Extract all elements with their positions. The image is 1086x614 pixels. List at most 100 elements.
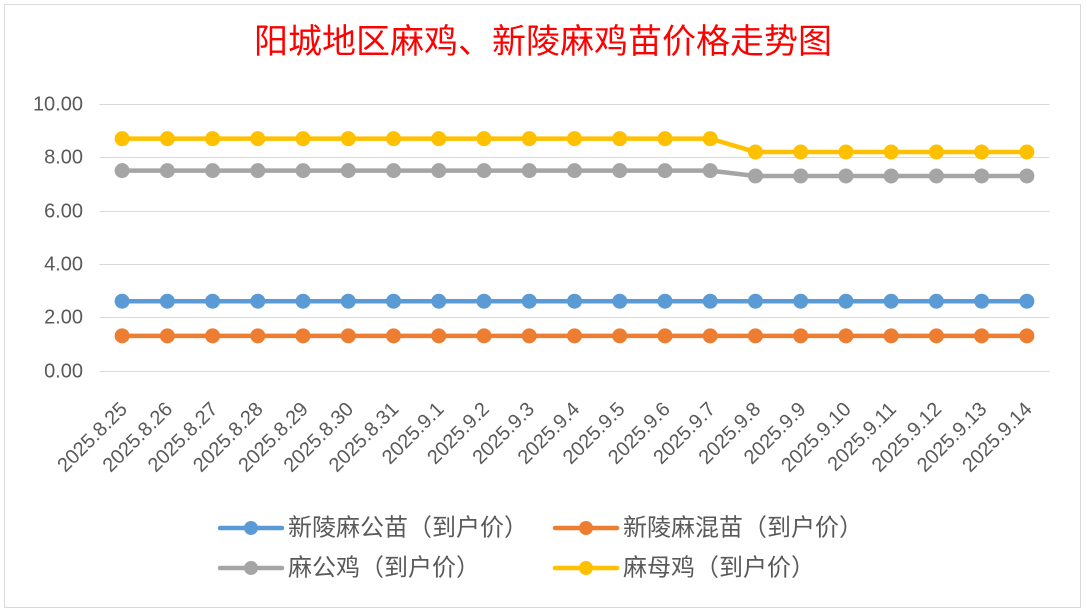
data-point: [340, 163, 356, 179]
data-point: [657, 328, 673, 344]
data-point: [702, 293, 718, 309]
data-point: [476, 131, 492, 147]
data-point: [295, 163, 311, 179]
data-point: [612, 131, 628, 147]
data-point: [883, 144, 899, 160]
data-point: [250, 163, 266, 179]
data-point: [205, 131, 221, 147]
chart-title: 阳城地区麻鸡、新陵麻鸡苗价格走势图: [254, 22, 832, 62]
series-0: [114, 293, 1035, 309]
data-point: [340, 328, 356, 344]
data-point: [386, 328, 402, 344]
data-point: [159, 163, 175, 179]
legend-item: 新陵麻混苗（到户价）: [552, 515, 863, 542]
data-point: [431, 163, 447, 179]
data-point: [476, 163, 492, 179]
data-point: [521, 328, 537, 344]
data-point: [386, 163, 402, 179]
data-point: [159, 293, 175, 309]
data-point: [702, 131, 718, 147]
y-tick-label: 8.00: [44, 147, 83, 169]
legend-label: 麻公鸡（到户价）: [288, 555, 480, 582]
legend-marker: [244, 521, 258, 535]
data-point: [567, 163, 582, 179]
data-point: [250, 328, 266, 344]
legend: 新陵麻公苗（到户价） 新陵麻混苗（到户价） 麻公鸡（到户价） 麻母鸡（到户价）: [217, 515, 863, 582]
data-point: [883, 293, 899, 309]
data-point: [431, 328, 447, 344]
data-point: [159, 131, 175, 147]
series-lines: [114, 131, 1035, 344]
data-point: [567, 293, 582, 309]
series-2: [114, 163, 1035, 184]
data-point: [205, 293, 221, 309]
data-point: [838, 293, 854, 309]
data-point: [793, 144, 809, 160]
legend-item: 新陵麻公苗（到户价）: [217, 515, 528, 542]
y-tick-label: 0.00: [44, 361, 83, 383]
data-point: [928, 144, 944, 160]
data-point: [476, 328, 492, 344]
data-point: [205, 163, 221, 179]
data-point: [295, 328, 311, 344]
data-point: [114, 328, 130, 344]
data-point: [295, 131, 311, 147]
data-point: [974, 168, 990, 184]
data-point: [747, 328, 763, 344]
y-tick-label: 2.00: [44, 307, 83, 329]
data-point: [567, 328, 582, 344]
data-point: [1019, 168, 1035, 184]
data-point: [567, 131, 582, 147]
data-point: [928, 168, 944, 184]
legend-label: 新陵麻混苗（到户价）: [623, 515, 863, 542]
data-point: [1019, 293, 1035, 309]
data-point: [702, 328, 718, 344]
data-point: [521, 131, 537, 147]
data-point: [793, 168, 809, 184]
data-point: [747, 168, 763, 184]
data-point: [793, 328, 809, 344]
data-point: [340, 131, 356, 147]
y-tick-label: 10.00: [33, 94, 83, 116]
legend-marker: [579, 561, 593, 575]
data-point: [612, 163, 628, 179]
data-point: [883, 328, 899, 344]
legend-label: 麻母鸡（到户价）: [623, 555, 815, 582]
data-point: [295, 293, 311, 309]
y-tick-label: 6.00: [44, 201, 83, 223]
data-point: [1019, 144, 1035, 160]
data-point: [386, 293, 402, 309]
data-point: [386, 131, 402, 147]
data-point: [159, 328, 175, 344]
data-point: [747, 293, 763, 309]
data-point: [883, 168, 899, 184]
data-point: [657, 163, 673, 179]
data-point: [114, 293, 130, 309]
y-axis-tick-labels: 0.00 2.00 4.00 6.00 8.00 10.00: [33, 94, 83, 383]
data-point: [250, 293, 266, 309]
data-point: [974, 328, 990, 344]
data-point: [702, 163, 718, 179]
legend-marker: [579, 521, 593, 535]
data-point: [657, 293, 673, 309]
data-point: [928, 293, 944, 309]
data-point: [431, 131, 447, 147]
data-point: [340, 293, 356, 309]
data-point: [928, 328, 944, 344]
data-point: [793, 293, 809, 309]
data-point: [521, 293, 537, 309]
data-point: [657, 131, 673, 147]
series-1: [114, 328, 1035, 344]
data-point: [747, 144, 763, 160]
data-point: [521, 163, 537, 179]
data-point: [838, 328, 854, 344]
data-point: [1019, 328, 1035, 344]
data-point: [612, 293, 628, 309]
data-point: [612, 328, 628, 344]
data-point: [838, 144, 854, 160]
series-3: [114, 131, 1035, 160]
data-point: [205, 328, 221, 344]
legend-marker: [244, 561, 258, 575]
data-point: [974, 293, 990, 309]
